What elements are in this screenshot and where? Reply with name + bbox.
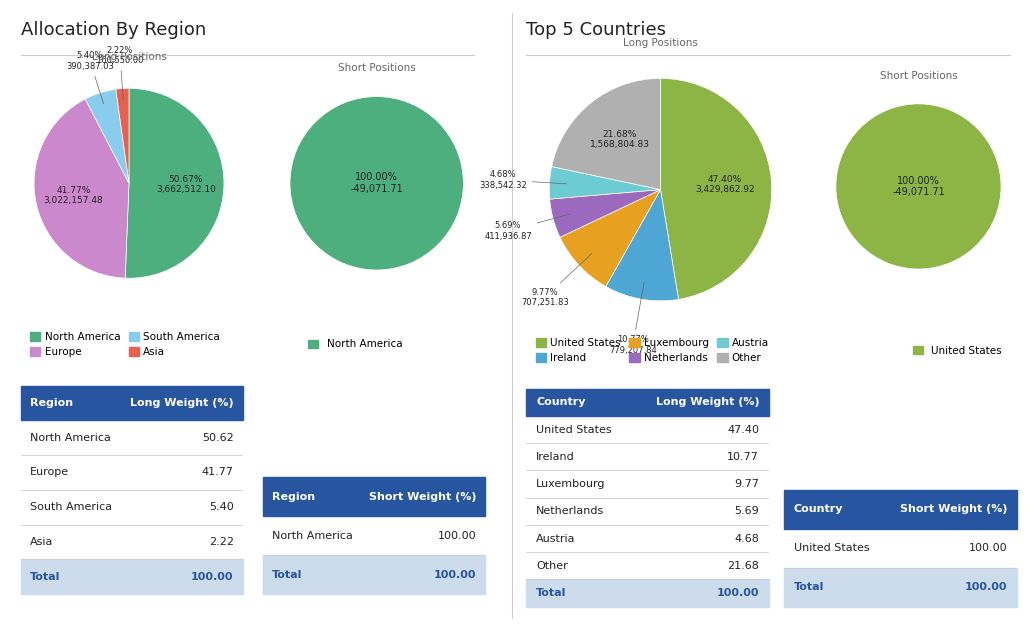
Text: Europe: Europe xyxy=(30,468,69,477)
Text: 21.68: 21.68 xyxy=(728,561,760,571)
Text: Asia: Asia xyxy=(30,537,53,547)
Wedge shape xyxy=(836,104,1001,269)
Legend: United States: United States xyxy=(908,341,1006,360)
Title: Short Positions: Short Positions xyxy=(337,63,416,73)
Bar xyxy=(263,555,485,594)
Text: Short Weight (%): Short Weight (%) xyxy=(368,492,476,502)
Text: 9.77%
707,251.83: 9.77% 707,251.83 xyxy=(521,253,591,307)
Text: 2.22%
160,550.00: 2.22% 160,550.00 xyxy=(96,46,143,100)
Text: 10.77: 10.77 xyxy=(728,452,760,462)
Text: 50.62: 50.62 xyxy=(202,433,233,442)
Text: Total: Total xyxy=(30,572,60,581)
Wedge shape xyxy=(606,190,678,301)
Text: 41.77%
3,022,157.48: 41.77% 3,022,157.48 xyxy=(43,186,103,205)
Text: North America: North America xyxy=(272,531,353,540)
Bar xyxy=(784,568,1017,607)
Text: 100.00: 100.00 xyxy=(716,588,760,598)
Text: 100.00: 100.00 xyxy=(433,569,476,580)
Text: United States: United States xyxy=(536,425,612,435)
Wedge shape xyxy=(660,78,772,300)
Text: 4.68: 4.68 xyxy=(734,533,760,544)
Text: 100.00: 100.00 xyxy=(969,544,1007,553)
Wedge shape xyxy=(549,167,660,199)
Text: Region: Region xyxy=(30,398,72,408)
Wedge shape xyxy=(125,88,224,278)
Text: Netherlands: Netherlands xyxy=(536,506,605,516)
Bar xyxy=(526,580,769,607)
Text: 5.40: 5.40 xyxy=(208,502,233,512)
Wedge shape xyxy=(116,88,129,183)
Text: 100.00%
-49,071.71: 100.00% -49,071.71 xyxy=(350,173,404,194)
Text: 9.77: 9.77 xyxy=(734,479,760,489)
Text: 100.00%
-49,071.71: 100.00% -49,071.71 xyxy=(892,176,945,197)
Title: Long Positions: Long Positions xyxy=(92,52,166,63)
Text: 4.68%
338,542.32: 4.68% 338,542.32 xyxy=(479,170,567,190)
Text: 47.40%
3,429,862.92: 47.40% 3,429,862.92 xyxy=(695,174,754,194)
Text: Long Weight (%): Long Weight (%) xyxy=(130,398,233,408)
Wedge shape xyxy=(290,97,463,270)
Text: Top 5 Countries: Top 5 Countries xyxy=(526,21,667,39)
Text: 10.77%
779,207.84: 10.77% 779,207.84 xyxy=(609,282,656,355)
Title: Long Positions: Long Positions xyxy=(623,39,698,49)
Text: Ireland: Ireland xyxy=(536,452,575,462)
Text: 5.69%
411,936.87: 5.69% 411,936.87 xyxy=(484,214,570,241)
Text: 50.67%
3,662,512.10: 50.67% 3,662,512.10 xyxy=(156,174,216,194)
Text: Austria: Austria xyxy=(536,533,576,544)
Text: 47.40: 47.40 xyxy=(728,425,760,435)
Text: Total: Total xyxy=(272,569,302,580)
Bar xyxy=(526,389,769,416)
Text: South America: South America xyxy=(30,502,111,512)
Wedge shape xyxy=(552,78,660,190)
Text: Allocation By Region: Allocation By Region xyxy=(21,21,206,39)
Text: Region: Region xyxy=(272,492,315,502)
Text: Total: Total xyxy=(794,582,824,592)
Text: 100.00: 100.00 xyxy=(965,582,1007,592)
Text: 100.00: 100.00 xyxy=(191,572,233,581)
Text: North America: North America xyxy=(30,433,110,442)
Text: Short Weight (%): Short Weight (%) xyxy=(900,504,1007,514)
Bar xyxy=(263,477,485,516)
Text: 21.68%
1,568,804.83: 21.68% 1,568,804.83 xyxy=(590,130,650,149)
Text: 5.40%
390,387.03: 5.40% 390,387.03 xyxy=(66,51,114,104)
Text: Country: Country xyxy=(536,398,585,407)
Text: Luxembourg: Luxembourg xyxy=(536,479,606,489)
Bar xyxy=(784,490,1017,529)
Text: Total: Total xyxy=(536,588,567,598)
Text: Country: Country xyxy=(794,504,843,514)
Text: 5.69: 5.69 xyxy=(735,506,760,516)
Text: Other: Other xyxy=(536,561,568,571)
Wedge shape xyxy=(34,99,129,278)
Text: Long Weight (%): Long Weight (%) xyxy=(655,398,760,407)
Bar xyxy=(21,386,243,420)
Text: 41.77: 41.77 xyxy=(201,468,233,477)
Wedge shape xyxy=(560,190,660,286)
Wedge shape xyxy=(86,89,129,183)
Legend: North America: North America xyxy=(303,335,407,354)
Text: United States: United States xyxy=(794,544,869,553)
Bar xyxy=(21,559,243,594)
Text: 100.00: 100.00 xyxy=(438,531,476,540)
Title: Short Positions: Short Positions xyxy=(879,71,958,81)
Wedge shape xyxy=(550,190,660,237)
Text: 2.22: 2.22 xyxy=(208,537,233,547)
